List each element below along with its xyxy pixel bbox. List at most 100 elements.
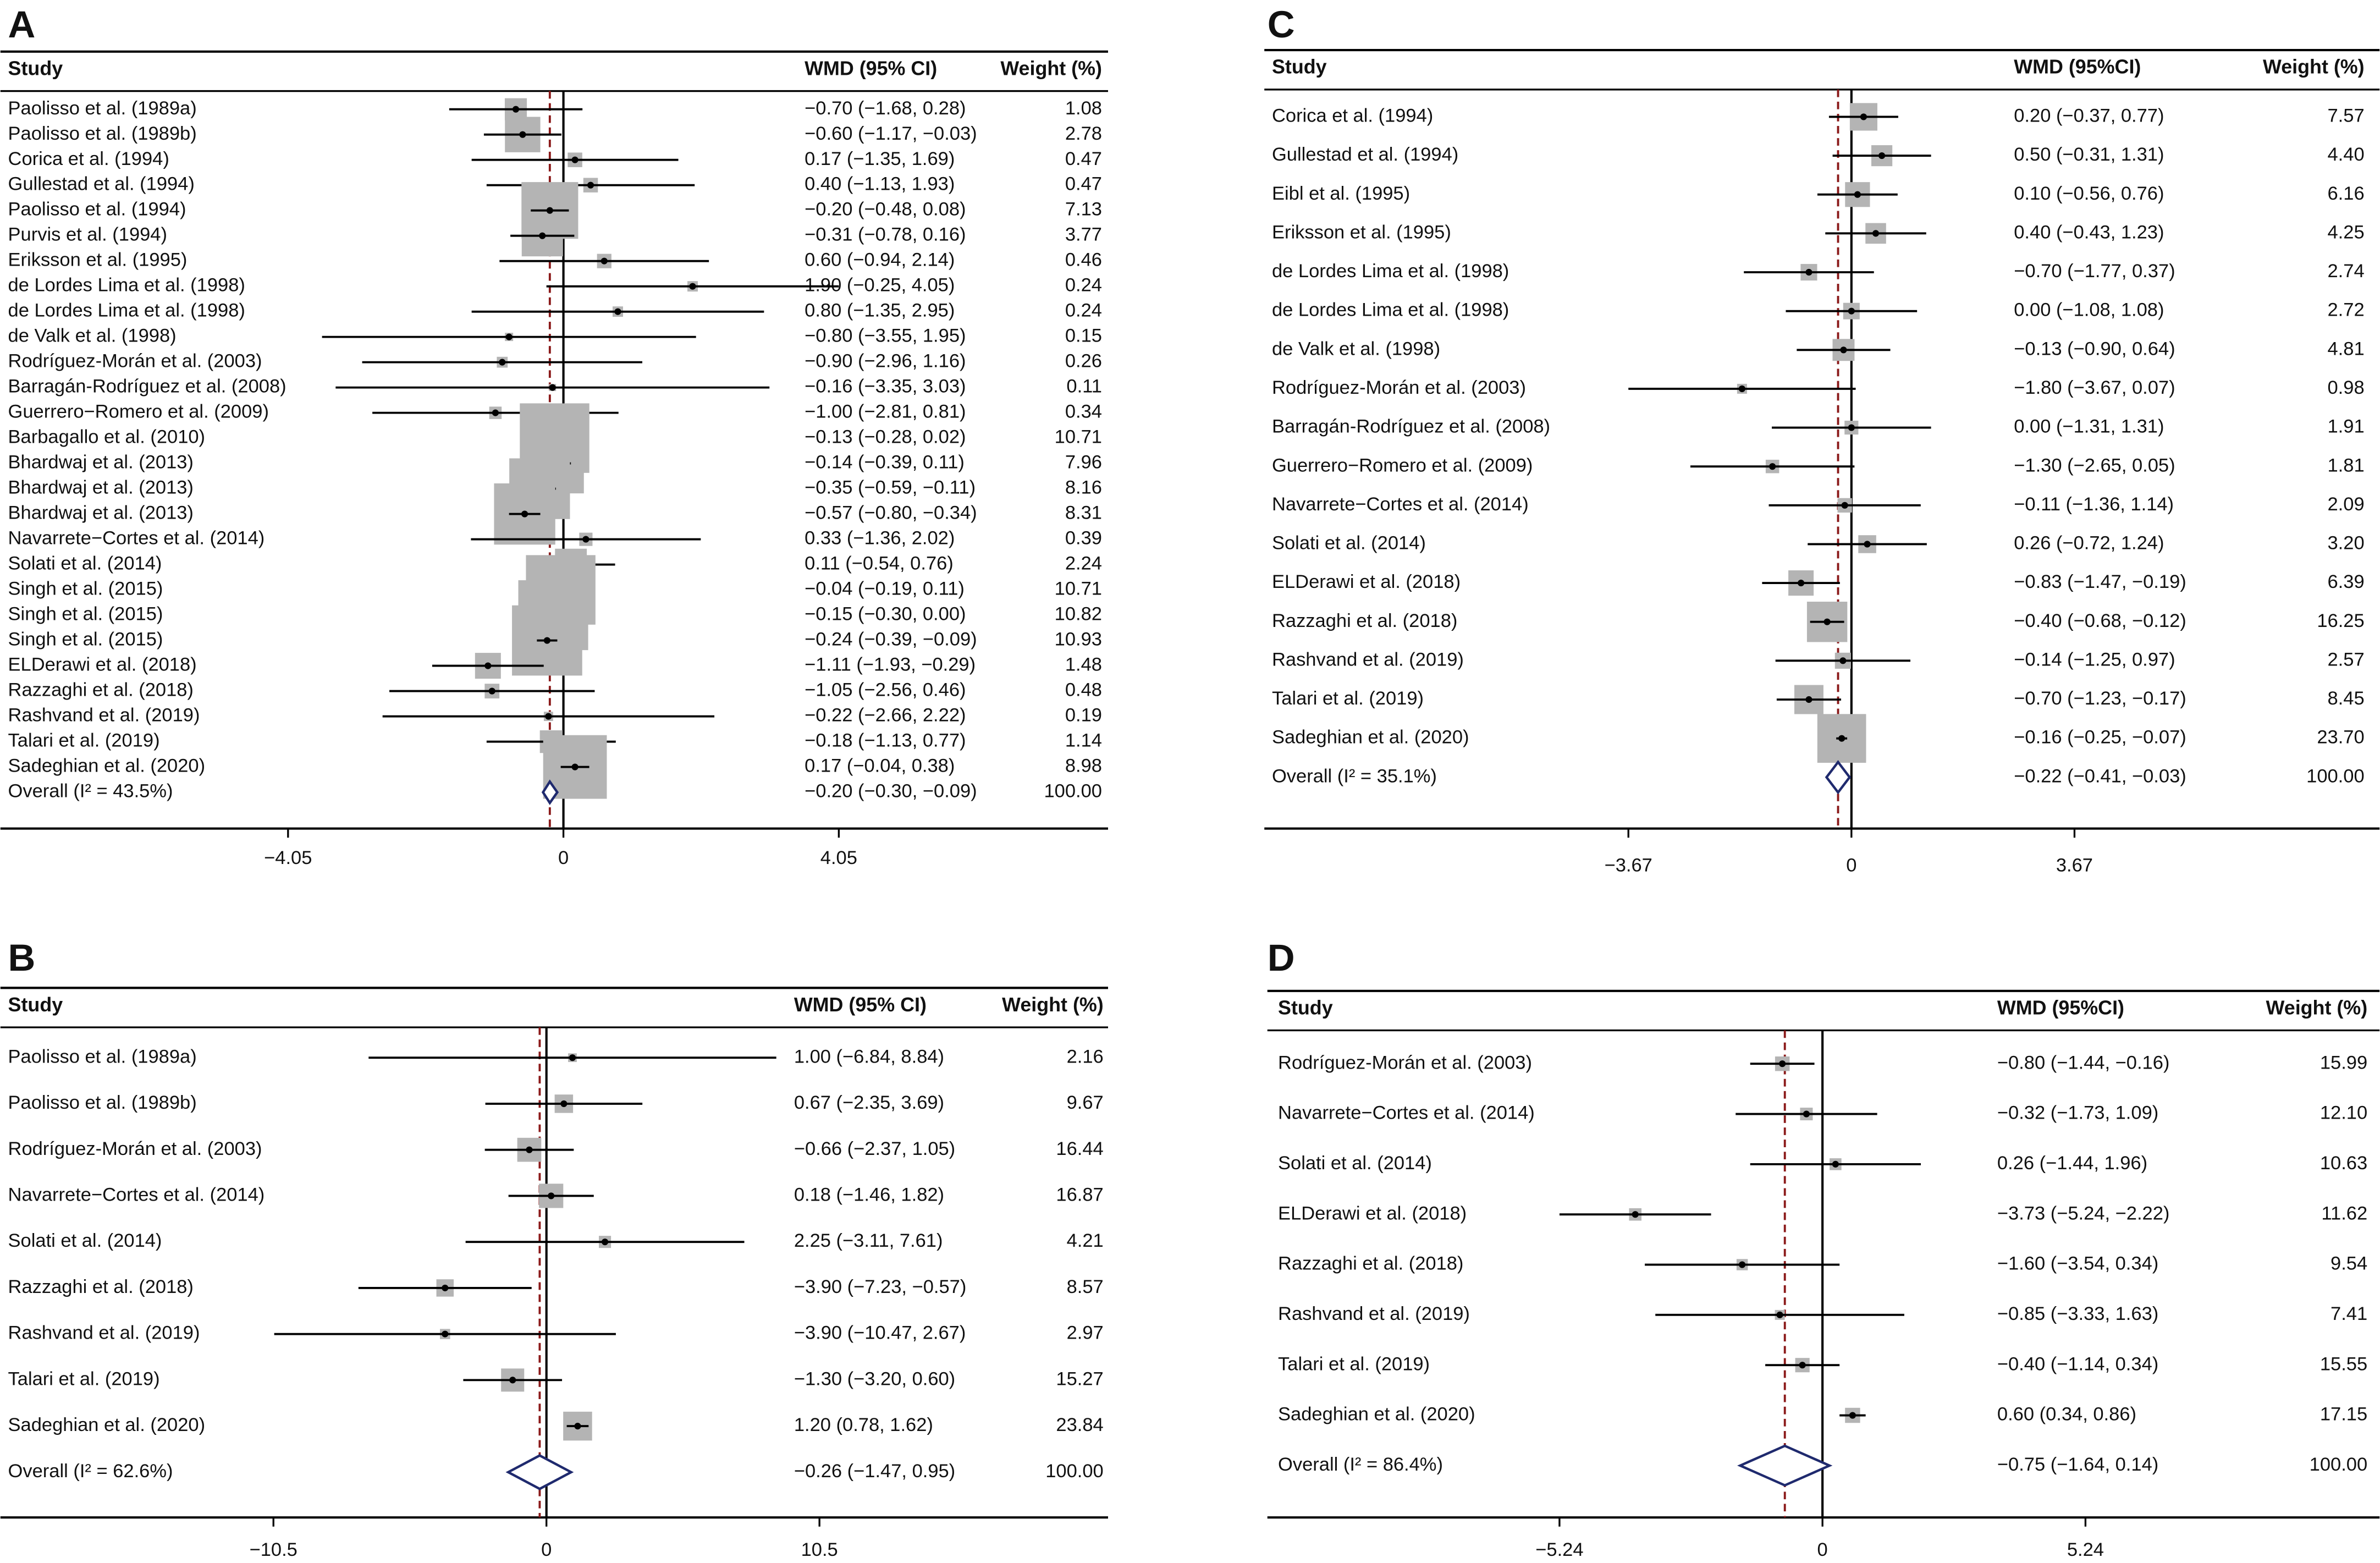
- estimate-label: −0.40 (−0.68, −0.12): [2014, 610, 2186, 631]
- study-name: Razzaghi et al. (2018): [8, 1276, 194, 1297]
- study-name: Rodríguez-Morán et al. (2003): [8, 351, 262, 372]
- estimate-label: −0.70 (−1.23, −0.17): [2014, 688, 2186, 709]
- study-name: Razzaghi et al. (2018): [1278, 1253, 1463, 1274]
- study-name: Guerrero−Romero et al. (2009): [1272, 455, 1533, 476]
- study-name: Rashvand et al. (2019): [8, 705, 200, 726]
- point-estimate: [1878, 152, 1886, 159]
- estimate-label: −0.40 (−1.14, 0.34): [1997, 1353, 2158, 1374]
- estimate-label: −0.24 (−0.39, −0.09): [805, 629, 977, 650]
- study-name: Paolisso et al. (1994): [8, 199, 186, 220]
- study-name: Eriksson et al. (1995): [8, 250, 188, 271]
- overall-diamond: [505, 1454, 574, 1490]
- point-estimate: [1632, 1211, 1639, 1218]
- estimate-label: 1.00 (−6.84, 8.84): [794, 1046, 944, 1067]
- weight-label: 15.99: [2320, 1052, 2367, 1073]
- estimate-label: 0.26 (−0.72, 1.24): [2014, 533, 2164, 554]
- weight-label: 0.39: [1065, 528, 1102, 549]
- study-name: Purvis et al. (1994): [8, 224, 167, 245]
- x-tick-label: −4.05: [264, 847, 312, 868]
- weight-label: 23.84: [1056, 1415, 1103, 1435]
- weight-label: 10.82: [1055, 604, 1102, 625]
- point-estimate: [1838, 735, 1845, 742]
- estimate-label: −0.57 (−0.80, −0.34): [805, 503, 977, 524]
- overall-label: Overall (I² = 62.6%): [8, 1461, 173, 1482]
- estimate-label: −0.70 (−1.68, 0.28): [805, 98, 966, 119]
- study-name: Sadeghian et al. (2020): [8, 756, 206, 777]
- weight-label: 23.70: [2317, 727, 2364, 748]
- header-estimate: WMD (95%CI): [1997, 997, 2124, 1019]
- point-estimate: [509, 1377, 516, 1384]
- x-tick-label: 10.5: [801, 1539, 838, 1560]
- weight-label: 1.14: [1065, 730, 1102, 751]
- estimate-label: −3.90 (−7.23, −0.57): [794, 1276, 966, 1297]
- overall-estimate-label: −0.75 (−1.64, 0.14): [1997, 1454, 2158, 1475]
- estimate-label: 0.17 (−1.35, 1.69): [805, 148, 955, 169]
- overall-weight-label: 100.00: [1045, 1461, 1103, 1482]
- study-name: Barbagallo et al. (2010): [8, 427, 205, 448]
- study-name: Navarrete−Cortes et al. (2014): [8, 528, 265, 549]
- study-name: de Valk et al. (1998): [8, 326, 177, 346]
- x-tick-label: −3.67: [1605, 855, 1652, 876]
- study-name: Bhardwaj et al. (2013): [8, 477, 194, 498]
- estimate-label: −0.13 (−0.28, 0.02): [805, 427, 966, 448]
- weight-label: 11.62: [2321, 1203, 2367, 1224]
- weight-label: 0.24: [1065, 275, 1102, 296]
- x-tick-label: 5.24: [2067, 1539, 2104, 1560]
- point-estimate: [1840, 346, 1847, 354]
- weight-label: 4.21: [1067, 1230, 1104, 1251]
- overall-weight-label: 100.00: [2306, 766, 2364, 786]
- point-estimate: [1860, 113, 1867, 120]
- point-estimate: [484, 662, 492, 669]
- estimate-label: −1.00 (−2.81, 0.81): [805, 401, 966, 422]
- study-name: Solati et al. (2014): [1272, 533, 1426, 554]
- x-tick-label: 0: [1817, 1539, 1828, 1560]
- estimate-label: 0.17 (−0.04, 0.38): [805, 756, 955, 777]
- estimate-label: 0.67 (−2.35, 3.69): [794, 1092, 944, 1113]
- point-estimate: [1803, 1110, 1810, 1118]
- study-name: ELDerawi et al. (2018): [1272, 571, 1461, 592]
- x-tick-label: 0: [1846, 855, 1856, 876]
- weight-label: 8.98: [1065, 756, 1102, 777]
- panel-letter: B: [8, 937, 36, 979]
- weight-label: 1.48: [1065, 654, 1102, 675]
- estimate-label: 0.60 (0.34, 0.86): [1997, 1404, 2136, 1425]
- point-estimate: [1779, 1060, 1786, 1067]
- point-estimate: [560, 1100, 568, 1107]
- estimate-label: −0.85 (−3.33, 1.63): [1997, 1303, 2158, 1324]
- point-estimate: [1798, 580, 1805, 587]
- study-name: Navarrete−Cortes et al. (2014): [8, 1185, 265, 1206]
- point-estimate: [1854, 191, 1861, 198]
- weight-label: 2.09: [2328, 494, 2365, 515]
- estimate-label: −0.14 (−0.39, 0.11): [805, 452, 965, 473]
- estimate-label: −1.30 (−2.65, 0.05): [2014, 455, 2175, 476]
- weight-label: 2.72: [2328, 300, 2365, 321]
- header-estimate: WMD (95% CI): [805, 57, 937, 79]
- study-name: Talari et al. (2019): [1278, 1353, 1430, 1374]
- header-study: Study: [1272, 56, 1327, 78]
- weight-label: 2.78: [1065, 123, 1102, 144]
- weight-label: 8.45: [2328, 688, 2365, 709]
- estimate-label: 0.60 (−0.94, 2.14): [805, 250, 955, 271]
- weight-label: 0.15: [1065, 326, 1102, 346]
- estimate-label: −0.66 (−2.37, 1.05): [794, 1138, 955, 1159]
- estimate-label: 0.40 (−1.13, 1.93): [805, 174, 955, 195]
- point-estimate: [1848, 424, 1855, 431]
- header-weight: Weight (%): [2263, 56, 2365, 78]
- estimate-label: 0.10 (−0.56, 0.76): [2014, 183, 2164, 204]
- estimate-label: −0.22 (−2.66, 2.22): [805, 705, 966, 726]
- weight-label: 7.13: [1065, 199, 1102, 220]
- estimate-label: −0.80 (−1.44, −0.16): [1997, 1052, 2169, 1073]
- point-estimate: [492, 409, 499, 416]
- point-estimate: [543, 637, 550, 644]
- estimate-label: −1.80 (−3.67, 0.07): [2014, 377, 2175, 398]
- estimate-label: −1.05 (−2.56, 0.46): [805, 680, 966, 701]
- study-name: ELDerawi et al. (2018): [8, 654, 197, 675]
- estimate-label: 0.00 (−1.31, 1.31): [2014, 416, 2164, 437]
- point-estimate: [569, 1054, 576, 1061]
- panel-letter: A: [8, 3, 36, 46]
- estimate-label: 1.20 (0.78, 1.62): [794, 1415, 933, 1435]
- header-weight: Weight (%): [1000, 57, 1102, 79]
- weight-label: 0.98: [2328, 377, 2365, 398]
- point-estimate: [1805, 696, 1812, 703]
- point-estimate: [499, 359, 506, 366]
